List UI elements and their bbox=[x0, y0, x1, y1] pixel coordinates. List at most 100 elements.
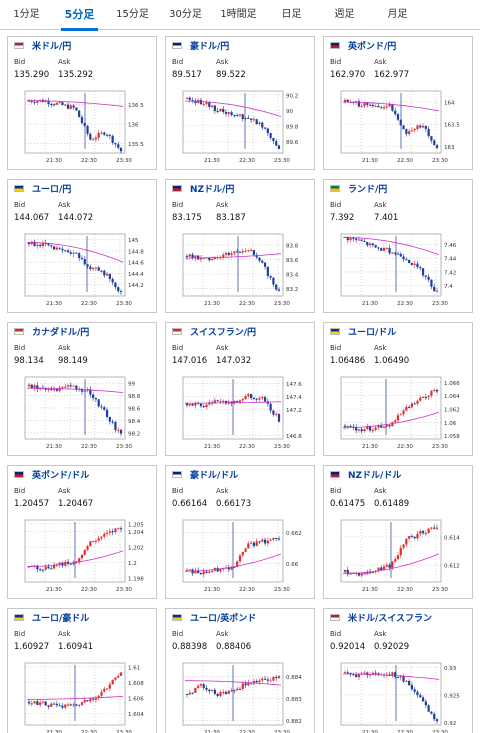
pair-name-link[interactable]: 豪ドル/円 bbox=[190, 42, 230, 52]
candlestick-chart[interactable]: 0.614 0.612 21:30 22:30 23:30 bbox=[329, 516, 469, 596]
candle-body bbox=[191, 99, 194, 101]
pair-name-link[interactable]: ランド/円 bbox=[348, 185, 388, 195]
tab-daily[interactable]: 日足 bbox=[281, 9, 302, 20]
y-tick-label: 83.2 bbox=[286, 287, 298, 293]
rate-card[interactable]: ユーロ/円 Bid Ask 144.067 144.072 145 144.8 144.6 14… bbox=[7, 179, 157, 313]
rate-card[interactable]: ユーロ/ドル Bid Ask 1.06486 1.06490 1.066 1.064 1.06… bbox=[323, 322, 473, 456]
candle-body bbox=[191, 254, 194, 259]
rate-card[interactable]: 米ドル/円 Bid Ask 135.290 135.292 136.5 136 135.5 21… bbox=[7, 36, 157, 170]
y-tick-label: 146.8 bbox=[286, 434, 302, 440]
candle-body bbox=[86, 546, 89, 550]
tab-15min[interactable]: 15分足 bbox=[116, 9, 149, 20]
pair-name-link[interactable]: 米ドル/円 bbox=[32, 42, 72, 52]
moving-average-line bbox=[342, 237, 440, 256]
candle-body bbox=[408, 406, 411, 408]
tab-monthly[interactable]: 月足 bbox=[387, 9, 408, 20]
candle-body bbox=[360, 106, 363, 108]
candle-body bbox=[424, 701, 427, 706]
candlestick-chart[interactable]: 164 163.5 163 21:30 22:30 23:30 bbox=[329, 87, 469, 167]
candle-body bbox=[97, 267, 100, 271]
rate-card[interactable]: 英ポンド/円 Bid Ask 162.970 162.977 164 163.5 163 21:… bbox=[323, 36, 473, 170]
bid-label: Bid bbox=[14, 201, 26, 209]
rate-card[interactable]: NZドル/円 Bid Ask 83.175 83.187 83.8 83.6 83.4 83.2… bbox=[165, 179, 315, 313]
rate-card[interactable]: 豪ドル/円 Bid Ask 89.517 89.522 90.2 90 89.8 89.6 21:… bbox=[165, 36, 315, 170]
candlestick-chart[interactable]: 1.066 1.064 1.062 1.06 1.058 21:30 22:30 23:30 bbox=[329, 373, 469, 453]
plot-frame bbox=[24, 376, 126, 440]
candle-body bbox=[275, 414, 278, 416]
candlestick-chart[interactable]: 7.46 7.44 7.42 7.4 21:30 22:30 23:30 bbox=[329, 230, 469, 310]
moving-average-line bbox=[342, 411, 440, 429]
candle-body bbox=[374, 245, 377, 248]
candle-body bbox=[36, 101, 39, 103]
plot-frame bbox=[24, 90, 126, 154]
x-tick-label: 22:30 bbox=[239, 730, 255, 733]
rate-card[interactable]: 豪ドル/ドル Bid Ask 0.66164 0.66173 0.662 0.66 21:30… bbox=[165, 465, 315, 599]
candle-body bbox=[269, 403, 272, 411]
candle-body bbox=[66, 385, 70, 387]
candle-body bbox=[430, 711, 433, 714]
candlestick-chart[interactable]: 83.8 83.6 83.4 83.2 21:30 22:30 23:30 bbox=[171, 230, 311, 310]
pair-name-link[interactable]: ユーロ/ドル bbox=[348, 328, 397, 338]
pair-name-link[interactable]: カナダドル/円 bbox=[32, 328, 90, 338]
candlestick-chart[interactable]: 90.2 90 89.8 89.6 21:30 22:30 23:30 bbox=[171, 87, 311, 167]
rate-card[interactable]: ランド/円 Bid Ask 7.392 7.401 7.46 7.44 7.42 7.4 21:3… bbox=[323, 179, 473, 313]
moving-average-line bbox=[27, 242, 124, 263]
x-tick-label: 21:30 bbox=[362, 158, 378, 164]
candlestick-chart[interactable]: 99 98.8 98.6 98.4 98.2 21:30 22:30 23:30 bbox=[13, 373, 153, 453]
candle-body bbox=[236, 115, 239, 117]
candle-body bbox=[80, 702, 84, 705]
bid-label: Bid bbox=[172, 630, 184, 638]
pair-name-link[interactable]: 英ポンド/ドル bbox=[32, 471, 90, 481]
pair-name-link[interactable]: ユーロ/英ポンド bbox=[190, 614, 257, 624]
candle-body bbox=[349, 238, 352, 241]
rate-card[interactable]: ユーロ/豪ドル Bid Ask 1.60927 1.60941 1.61 1.608 1.60… bbox=[7, 608, 157, 733]
pair-name-link[interactable]: ユーロ/豪ドル bbox=[32, 614, 90, 624]
candle-body bbox=[50, 568, 53, 570]
tab-5min[interactable]: 5分足 bbox=[53, 0, 106, 31]
rate-card[interactable]: NZドル/ドル Bid Ask 0.61475 0.61489 0.614 0.612 21:… bbox=[323, 465, 473, 599]
candle-body bbox=[419, 531, 422, 534]
candlestick-chart[interactable]: 0.93 0.925 0.92 21:30 22:30 23:30 bbox=[329, 659, 469, 733]
candle-body bbox=[416, 400, 419, 404]
ask-label: Ask bbox=[374, 487, 387, 495]
candle-body bbox=[66, 250, 70, 253]
moving-average-line bbox=[343, 101, 440, 112]
y-tick-label: 144.4 bbox=[128, 272, 144, 278]
tab-30min[interactable]: 30分足 bbox=[169, 9, 202, 20]
pair-name-link[interactable]: NZドル/円 bbox=[190, 185, 235, 195]
pair-name-link[interactable]: 英ポンド/円 bbox=[348, 42, 397, 52]
pair-name-link[interactable]: スイスフラン/円 bbox=[190, 328, 257, 338]
rate-card[interactable]: 米ドル/スイスフラン Bid Ask 0.92014 0.92029 0.93 0.925 0… bbox=[323, 608, 473, 733]
nz-jp-flag-icon bbox=[172, 185, 182, 192]
bid-label: Bid bbox=[172, 201, 184, 209]
bid-label: Bid bbox=[14, 630, 26, 638]
rate-card[interactable]: ユーロ/英ポンド Bid Ask 0.88398 0.88406 0.884 0.883 0.… bbox=[165, 608, 315, 733]
rate-card[interactable]: 英ポンド/ドル Bid Ask 1.20457 1.20467 1.205 1.204 1.2… bbox=[7, 465, 157, 599]
candle-body bbox=[385, 425, 388, 427]
pair-name-link[interactable]: ユーロ/円 bbox=[32, 185, 72, 195]
candle-body bbox=[185, 255, 189, 257]
tab-1hour[interactable]: 1時間足 bbox=[220, 9, 257, 20]
candle-body bbox=[402, 125, 405, 130]
x-tick-label: 23:30 bbox=[274, 730, 290, 733]
rate-card[interactable]: カナダドル/円 Bid Ask 98.134 98.149 99 98.8 98.6 98.4 9… bbox=[7, 322, 157, 456]
candle-body bbox=[224, 400, 228, 404]
candle-body bbox=[377, 567, 380, 571]
candlestick-chart[interactable]: 0.662 0.66 21:30 22:30 23:30 bbox=[171, 516, 311, 596]
candlestick-chart[interactable]: 1.205 1.204 1.202 1.2 1.198 21:30 22:30 23:30 bbox=[13, 516, 153, 596]
candlestick-chart[interactable]: 0.884 0.883 0.882 21:30 22:30 23:30 bbox=[171, 659, 311, 733]
pair-name-link[interactable]: 米ドル/スイスフラン bbox=[348, 614, 433, 624]
candlestick-chart[interactable]: 1.61 1.608 1.606 1.604 21:30 22:30 23:30 bbox=[13, 659, 153, 733]
candlestick-chart[interactable]: 145 144.8 144.6 144.4 144.2 21:30 22:30 23:30 bbox=[13, 230, 153, 310]
rate-card[interactable]: スイスフラン/円 Bid Ask 147.016 147.032 147.6 147.4 14… bbox=[165, 322, 315, 456]
candle-body bbox=[388, 564, 391, 568]
candlestick-chart[interactable]: 147.6 147.4 147.2 146.8 21:30 22:30 23:30 bbox=[171, 373, 311, 453]
pair-name-link[interactable]: NZドル/ドル bbox=[348, 471, 402, 481]
candlestick-chart[interactable]: 136.5 136 135.5 21:30 22:30 23:30 bbox=[13, 87, 153, 167]
candle-body bbox=[222, 254, 225, 257]
candle-body bbox=[241, 551, 244, 556]
candle-body bbox=[111, 531, 114, 533]
pair-name-link[interactable]: 豪ドル/ドル bbox=[190, 471, 239, 481]
tab-weekly[interactable]: 週足 bbox=[334, 9, 355, 20]
tab-1min[interactable]: 1分足 bbox=[13, 9, 40, 20]
